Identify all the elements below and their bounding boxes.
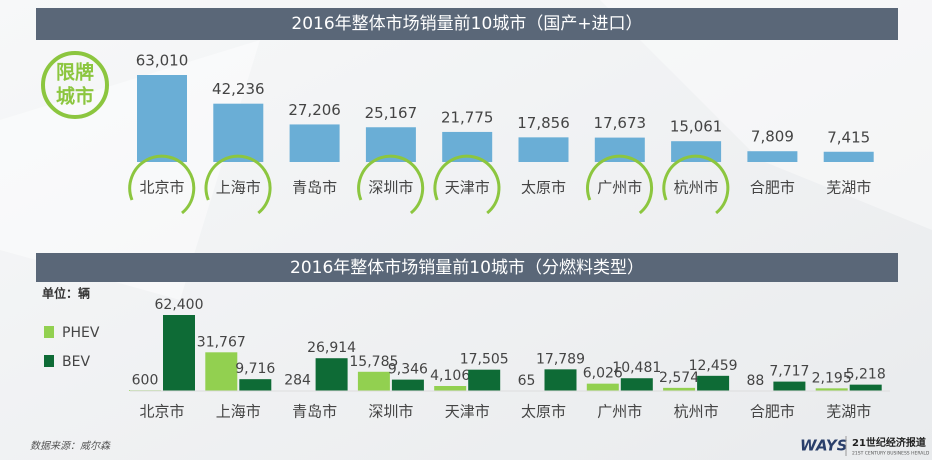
value-label: 21,775: [441, 108, 494, 126]
x-tick-label: 北京市: [139, 403, 184, 421]
value-label: 2,195: [812, 370, 852, 386]
bar: [289, 124, 340, 162]
bar: [357, 371, 390, 391]
highlight-ring: [586, 154, 654, 215]
bar: [594, 137, 645, 162]
value-label: 15,061: [670, 118, 723, 136]
bar: [391, 379, 424, 391]
badge-text: 限牌: [56, 61, 94, 84]
badge-text: 城市: [56, 85, 94, 108]
value-label: 12,459: [689, 358, 738, 374]
bg-shape: [0, 40, 260, 300]
bar: [205, 352, 238, 391]
value-label: 9,346: [388, 362, 428, 378]
bar: [747, 151, 798, 162]
bar: [315, 358, 348, 391]
value-label: 65: [518, 373, 536, 389]
x-tick-label: 天津市: [445, 403, 490, 421]
highlight-ring: [128, 154, 196, 215]
badge: [41, 51, 109, 119]
logo: 21世纪经济报道: [852, 436, 926, 449]
value-label: 4,106: [430, 368, 470, 384]
value-label: 26,914: [307, 340, 356, 356]
x-tick-label: 芜湖市: [826, 403, 871, 421]
value-label: 62,400: [155, 297, 204, 313]
value-label: 7,809: [751, 128, 794, 146]
value-label: 2,574: [659, 370, 699, 386]
highlight-ring: [433, 154, 501, 215]
x-tick-label: 杭州市: [674, 403, 719, 421]
x-tick-label: 深圳市: [368, 403, 413, 421]
chart-title: 2016年整体市场销量前10城市（国产+进口）: [291, 14, 642, 34]
value-label: 88: [746, 373, 764, 389]
x-tick-label: 杭州市: [674, 179, 719, 197]
title-bar: [36, 253, 898, 282]
value-label: 284: [284, 373, 311, 389]
bar: [468, 369, 501, 391]
title-bar: [36, 8, 898, 40]
value-label: 31,767: [197, 334, 246, 350]
logo-subtitle: 21ST CENTURY BUSINESS HERALD: [852, 451, 930, 457]
bar: [137, 75, 187, 162]
value-label: 600: [132, 372, 159, 388]
bar: [213, 103, 264, 162]
value-label: 17,789: [536, 351, 585, 367]
legend-label: PHEV: [62, 325, 100, 341]
bar: [544, 369, 577, 391]
bar: [823, 151, 874, 162]
x-tick-label: 太原市: [521, 403, 566, 421]
x-tick-label: 北京市: [139, 179, 184, 197]
highlight-ring: [662, 154, 730, 215]
x-tick-label: 芜湖市: [826, 179, 871, 197]
x-tick-label: 合肥市: [750, 179, 795, 197]
value-label: 42,236: [212, 80, 265, 98]
bar: [239, 379, 272, 391]
value-label: 63,010: [136, 52, 189, 70]
x-tick-label: 青岛市: [292, 403, 337, 421]
x-tick-label: 广州市: [597, 403, 642, 421]
value-label: 15,785: [349, 354, 398, 370]
bg-shape: [600, 0, 932, 230]
legend-swatch: [44, 355, 54, 367]
value-label: 7,415: [827, 128, 870, 146]
chart-title: 2016年整体市场销量前10城市（分燃料类型）: [290, 258, 644, 278]
value-label: 17,505: [460, 352, 509, 368]
source: 数据来源：威尔森: [30, 440, 111, 452]
x-tick-label: 太原市: [521, 179, 566, 197]
value-label: 7,717: [769, 364, 809, 380]
bar: [815, 388, 848, 391]
highlight-ring: [204, 154, 272, 215]
x-tick-label: 天津市: [445, 179, 490, 197]
value-label: 25,167: [365, 104, 418, 122]
value-label: 27,206: [288, 101, 341, 119]
bar: [586, 383, 619, 391]
bar: [849, 384, 882, 391]
bar: [663, 387, 696, 391]
unit-label: 单位：辆: [42, 286, 90, 301]
bar: [620, 378, 653, 391]
value-label: 5,218: [846, 367, 886, 383]
value-label: 9,716: [235, 361, 275, 377]
bar: [518, 137, 569, 162]
legend-swatch: [44, 326, 54, 338]
bar: [434, 385, 467, 391]
x-tick-label: 合肥市: [750, 403, 795, 421]
highlight-ring: [357, 154, 425, 215]
logo: WAYS: [800, 437, 848, 455]
value-label: 17,856: [517, 114, 570, 132]
value-label: 6,026: [583, 366, 623, 382]
bar: [671, 141, 722, 162]
legend-label: BEV: [62, 354, 90, 370]
bar: [773, 381, 806, 391]
x-tick-label: 深圳市: [368, 179, 413, 197]
bar: [697, 375, 730, 391]
bar: [163, 315, 195, 391]
value-label: 17,673: [594, 114, 647, 132]
value-label: 10,481: [612, 360, 661, 376]
x-tick-label: 上海市: [216, 403, 261, 421]
x-tick-label: 广州市: [597, 179, 642, 197]
x-tick-label: 上海市: [216, 179, 261, 197]
x-tick-label: 青岛市: [292, 179, 337, 197]
